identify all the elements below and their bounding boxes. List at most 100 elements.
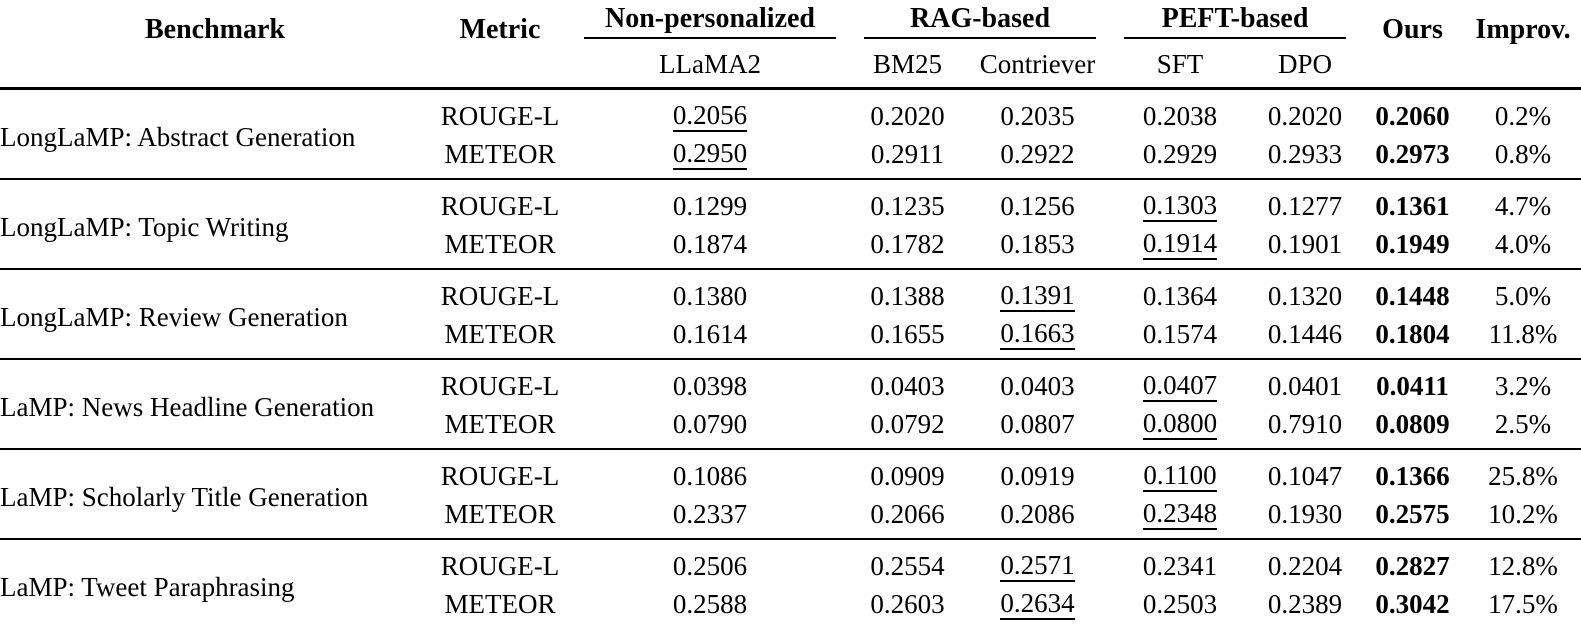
table-row: METEOR 0.1614 0.1655 0.1663 0.1574 0.1446 0.18…	[0, 315, 1581, 359]
value: 5.0%	[1494, 280, 1552, 311]
col-header-metric: Metric	[430, 2, 570, 90]
metric-value: 0.2020	[1250, 87, 1361, 135]
metric-value: 0.2571	[965, 538, 1111, 585]
metric-value: 0.2056	[570, 87, 850, 135]
second-best-value: 0.2950	[672, 138, 748, 170]
metric-label: METEOR	[444, 228, 556, 259]
metric-value: 0.2950	[570, 135, 850, 179]
value: 0.1446	[1267, 318, 1343, 349]
metric-value: 0.1299	[570, 178, 850, 225]
value: 0.0807	[1000, 408, 1075, 439]
best-value: 0.0411	[1376, 370, 1449, 401]
metric-value: 0.0407	[1110, 358, 1251, 405]
table-row: METEOR 0.2337 0.2066 0.2086 0.2348 0.1930 0.25…	[0, 495, 1581, 539]
group-label: Non-personalized	[605, 3, 815, 34]
metric-value: 0.1655	[850, 315, 965, 359]
improvement-value: 3.2%	[1465, 358, 1581, 405]
value: 2.5%	[1494, 408, 1552, 439]
benchmark-name: LongLaMP: Review Generation	[0, 268, 430, 359]
value: 0.2035	[1000, 100, 1075, 131]
metric-value: 0.1574	[1110, 315, 1250, 359]
value: 0.2341	[1142, 550, 1218, 581]
best-value: 0.1448	[1375, 280, 1450, 311]
value: 0.1380	[672, 280, 748, 311]
second-best-value: 0.1391	[1000, 280, 1075, 312]
improvement-value: 4.0%	[1465, 225, 1581, 269]
group-underline	[864, 37, 1097, 39]
second-best-value: 0.1303	[1142, 190, 1218, 222]
metric-value: 0.2933	[1250, 135, 1360, 179]
metric-value: 0.0411	[1360, 358, 1466, 405]
metric-label: ROUGE-L	[430, 538, 570, 585]
metric-value: 0.2503	[1110, 585, 1250, 628]
metric-value: 0.2588	[570, 585, 850, 628]
metric-value: 0.2911	[850, 135, 965, 179]
best-value: 0.1361	[1375, 190, 1450, 221]
value: 3.2%	[1494, 370, 1552, 401]
metric-value: 0.1303	[1110, 178, 1251, 225]
metric-value: 0.0909	[850, 448, 965, 495]
value: 4.7%	[1494, 190, 1552, 221]
second-best-value: 0.1100	[1143, 460, 1217, 492]
col-header-contriever: Contriever	[965, 42, 1111, 90]
metric-value: 0.2038	[1110, 87, 1251, 135]
metric-value: 0.0809	[1360, 405, 1465, 449]
metric-value: 0.0790	[570, 405, 850, 449]
metric-value: 0.1235	[850, 178, 965, 225]
metric-label: METEOR	[444, 498, 556, 529]
table-row: METEOR 0.2588 0.2603 0.2634 0.2503 0.2389 0.30…	[0, 585, 1581, 628]
metric-value: 0.2827	[1360, 538, 1466, 585]
value: 0.1086	[672, 460, 748, 491]
value: 0.2020	[1267, 100, 1343, 131]
value: 0.0792	[870, 408, 945, 439]
second-best-value: 0.2634	[1000, 588, 1075, 620]
best-value: 0.2060	[1375, 100, 1450, 131]
metric-value: 0.1663	[965, 315, 1110, 359]
value: 0.2038	[1142, 100, 1218, 131]
value: 0.1614	[672, 318, 748, 349]
second-best-value: 0.0800	[1142, 408, 1218, 440]
table-row: LaMP: Scholarly Title Generation ROUGE-L 0…	[0, 448, 1581, 539]
value: 0.0403	[1000, 370, 1075, 401]
table-row: METEOR 0.0790 0.0792 0.0807 0.0800 0.7910 0.08…	[0, 405, 1581, 449]
value: 0.7910	[1267, 408, 1343, 439]
benchmark-name: LaMP: Scholarly Title Generation	[0, 448, 430, 539]
table-row: METEOR 0.2950 0.2911 0.2922 0.2929 0.2933 0.29…	[0, 135, 1581, 179]
metric-label: ROUGE-L	[430, 358, 570, 405]
value: 0.2922	[1000, 138, 1075, 169]
table-header: Benchmark Metric Non-personalized RAG-ba…	[0, 2, 1581, 90]
metric-value: 0.2506	[570, 538, 850, 585]
metric-value: 0.2060	[1360, 87, 1466, 135]
metric-value: 0.1804	[1360, 315, 1465, 359]
value: 0.1364	[1142, 280, 1218, 311]
value: 0.1299	[672, 190, 748, 221]
benchmark-name: LaMP: Tweet Paraphrasing	[0, 538, 430, 628]
metric-value: 0.1256	[965, 178, 1111, 225]
group-label: RAG-based	[910, 3, 1051, 34]
value: 0.1930	[1267, 498, 1343, 529]
metric-value: 0.2634	[965, 585, 1110, 628]
benchmark-name: LongLaMP: Abstract Generation	[0, 87, 430, 179]
value: 17.5%	[1488, 588, 1558, 619]
improvement-value: 10.2%	[1465, 495, 1581, 539]
metric-value: 0.0807	[965, 405, 1110, 449]
metric-value: 0.2575	[1360, 495, 1465, 539]
improvement-value: 0.8%	[1465, 135, 1581, 179]
col-group-peft-based: PEFT-based	[1110, 2, 1360, 42]
metric-value: 0.2020	[850, 87, 965, 135]
table-row: LaMP: Tweet Paraphrasing ROUGE-L 0.2506 0.2…	[0, 538, 1581, 628]
metric-value: 0.1949	[1360, 225, 1465, 269]
value: 0.2337	[672, 498, 748, 529]
value: 0.0403	[870, 370, 945, 401]
improvement-value: 12.8%	[1465, 538, 1581, 585]
metric-value: 0.7910	[1250, 405, 1360, 449]
metric-value: 0.2929	[1110, 135, 1250, 179]
value: 25.8%	[1488, 460, 1558, 491]
metric-label: ROUGE-L	[430, 178, 570, 225]
table-row: LongLaMP: Abstract Generation ROUGE-L 0.20…	[0, 87, 1581, 179]
metric-value: 0.2389	[1250, 585, 1360, 628]
value: 0.2086	[1000, 498, 1075, 529]
col-header-improv: Improv.	[1465, 2, 1581, 90]
value: 0.1320	[1267, 280, 1343, 311]
metric-value: 0.2204	[1250, 538, 1361, 585]
